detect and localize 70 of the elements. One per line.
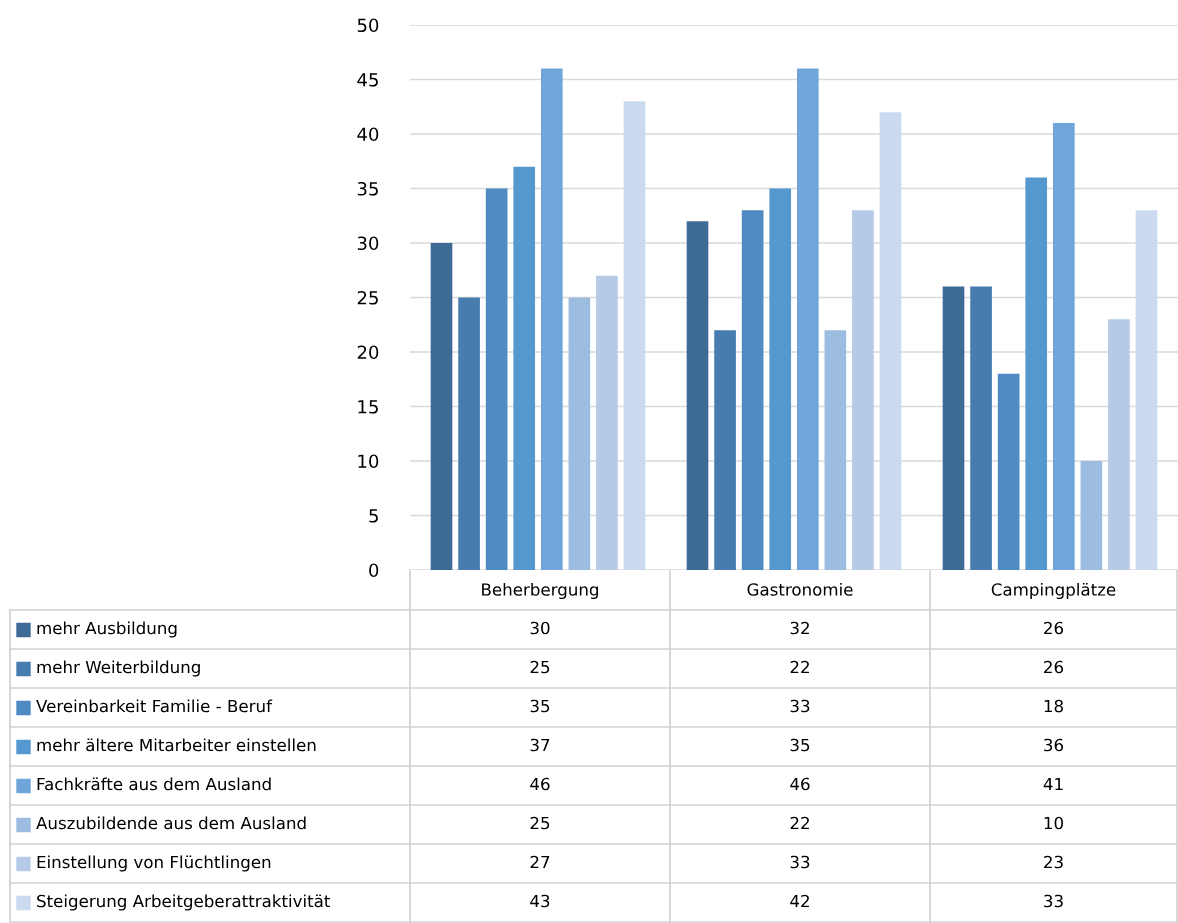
data-label: 35 bbox=[530, 699, 550, 713]
y-tick-label: 45 bbox=[357, 73, 378, 87]
bar bbox=[1080, 461, 1103, 570]
data-label: 36 bbox=[1044, 738, 1064, 752]
bar bbox=[568, 297, 591, 570]
y-tick-label: 20 bbox=[357, 345, 379, 360]
data-label: 26 bbox=[1044, 621, 1064, 635]
data-label: 18 bbox=[1044, 699, 1063, 713]
legend-label: mehr Ausbildung bbox=[37, 621, 177, 638]
bar bbox=[714, 330, 736, 570]
data-label: 25 bbox=[530, 660, 550, 674]
data-label: 27 bbox=[530, 855, 550, 869]
data-label: 33 bbox=[1044, 894, 1063, 908]
bar bbox=[852, 210, 874, 570]
legend-label: Auszubildende aus dem Ausland bbox=[36, 816, 306, 830]
data-label: 33 bbox=[790, 855, 810, 869]
bar bbox=[824, 330, 847, 570]
data-label: 10 bbox=[1044, 816, 1063, 830]
legend-label: mehr Weiterbildung bbox=[37, 660, 200, 677]
bar bbox=[596, 275, 618, 570]
data-label: 30 bbox=[530, 621, 550, 635]
y-tick-label: 0 bbox=[369, 563, 379, 578]
bar bbox=[1052, 123, 1075, 570]
data-label: 41 bbox=[1043, 777, 1063, 791]
x-tick-label: Campingplätze bbox=[991, 582, 1116, 600]
bar bbox=[997, 373, 1020, 570]
bar bbox=[540, 68, 563, 570]
y-tick-label: 5 bbox=[369, 509, 378, 523]
bar bbox=[458, 297, 480, 570]
data-label: 43 bbox=[530, 894, 550, 908]
bar bbox=[1135, 210, 1158, 570]
bar bbox=[879, 112, 902, 570]
data-label: 35 bbox=[790, 738, 810, 752]
bar bbox=[970, 286, 992, 570]
data-label: 46 bbox=[790, 777, 810, 791]
bar bbox=[942, 286, 965, 570]
x-tick-label: Gastronomie bbox=[747, 582, 853, 596]
y-tick-label: 40 bbox=[357, 127, 379, 142]
bar bbox=[769, 188, 792, 570]
legend-label: Steigerung Arbeitgeberattraktivität bbox=[37, 894, 330, 911]
bar bbox=[1108, 319, 1130, 570]
bar bbox=[686, 221, 709, 570]
y-tick-label: 50 bbox=[357, 18, 379, 33]
bar bbox=[623, 101, 646, 570]
bar bbox=[485, 188, 508, 570]
x-tick-label: Beherbergung bbox=[482, 582, 598, 600]
data-label: 42 bbox=[790, 894, 809, 908]
bar bbox=[796, 68, 819, 570]
bar bbox=[1025, 177, 1048, 570]
legend-label: Vereinbarkeit Familie - Beruf bbox=[36, 699, 273, 713]
legend-label: Einstellung von Flüchtlingen bbox=[37, 855, 271, 872]
data-label: 25 bbox=[530, 816, 550, 830]
data-label: 26 bbox=[1044, 660, 1064, 674]
y-tick-label: 15 bbox=[358, 400, 378, 414]
bar bbox=[430, 243, 453, 570]
legend-label: Fachkräfte aus dem Ausland bbox=[37, 777, 271, 791]
data-label: 22 bbox=[790, 660, 809, 674]
data-label: 33 bbox=[790, 699, 810, 713]
data-label: 32 bbox=[790, 621, 809, 635]
data-label: 23 bbox=[1044, 855, 1063, 869]
data-label: 37 bbox=[530, 738, 550, 752]
legend-label: mehr ältere Mitarbeiter einstellen bbox=[37, 738, 316, 752]
bar bbox=[741, 210, 764, 570]
data-label: 46 bbox=[530, 777, 550, 791]
y-tick-label: 10 bbox=[358, 454, 379, 469]
y-tick-label: 35 bbox=[357, 181, 378, 196]
y-tick-label: 30 bbox=[357, 236, 379, 251]
y-tick-label: 25 bbox=[357, 290, 378, 305]
data-label: 22 bbox=[790, 816, 809, 830]
bar bbox=[513, 166, 536, 570]
